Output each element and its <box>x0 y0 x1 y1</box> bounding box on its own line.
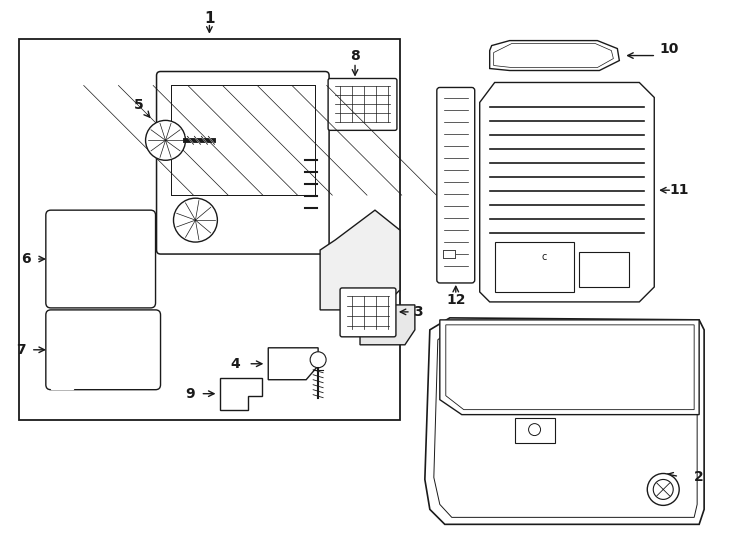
Polygon shape <box>440 320 700 415</box>
Circle shape <box>528 423 540 436</box>
Circle shape <box>145 120 186 160</box>
Circle shape <box>310 352 326 368</box>
Bar <box>443 250 455 258</box>
Text: 12: 12 <box>446 293 465 307</box>
Text: 1: 1 <box>204 11 214 26</box>
Bar <box>515 417 554 443</box>
Polygon shape <box>53 283 76 305</box>
Circle shape <box>173 198 217 242</box>
Polygon shape <box>360 305 415 345</box>
Polygon shape <box>51 370 73 389</box>
Text: 2: 2 <box>694 470 704 484</box>
Text: 6: 6 <box>21 252 31 266</box>
FancyBboxPatch shape <box>328 78 397 130</box>
Text: 10: 10 <box>660 42 679 56</box>
FancyBboxPatch shape <box>340 288 396 337</box>
Bar <box>19 38 400 420</box>
Text: 8: 8 <box>350 49 360 63</box>
Polygon shape <box>320 210 400 310</box>
Text: 5: 5 <box>134 98 143 112</box>
Text: 11: 11 <box>669 183 689 197</box>
FancyBboxPatch shape <box>156 71 329 254</box>
Polygon shape <box>425 318 704 524</box>
Polygon shape <box>268 348 318 380</box>
Circle shape <box>647 474 679 505</box>
Bar <box>579 252 629 287</box>
Bar <box>443 250 455 258</box>
Text: 9: 9 <box>186 387 195 401</box>
Bar <box>170 85 315 195</box>
FancyBboxPatch shape <box>46 310 161 390</box>
FancyBboxPatch shape <box>437 87 475 283</box>
Bar <box>495 242 575 292</box>
Text: 3: 3 <box>413 305 423 319</box>
Polygon shape <box>480 83 654 302</box>
Polygon shape <box>490 40 619 71</box>
FancyBboxPatch shape <box>46 210 156 308</box>
Text: 4: 4 <box>230 357 240 371</box>
Text: 7: 7 <box>16 343 26 357</box>
Polygon shape <box>220 377 262 410</box>
Bar <box>170 85 315 195</box>
Circle shape <box>653 480 673 500</box>
Text: c: c <box>542 252 548 262</box>
